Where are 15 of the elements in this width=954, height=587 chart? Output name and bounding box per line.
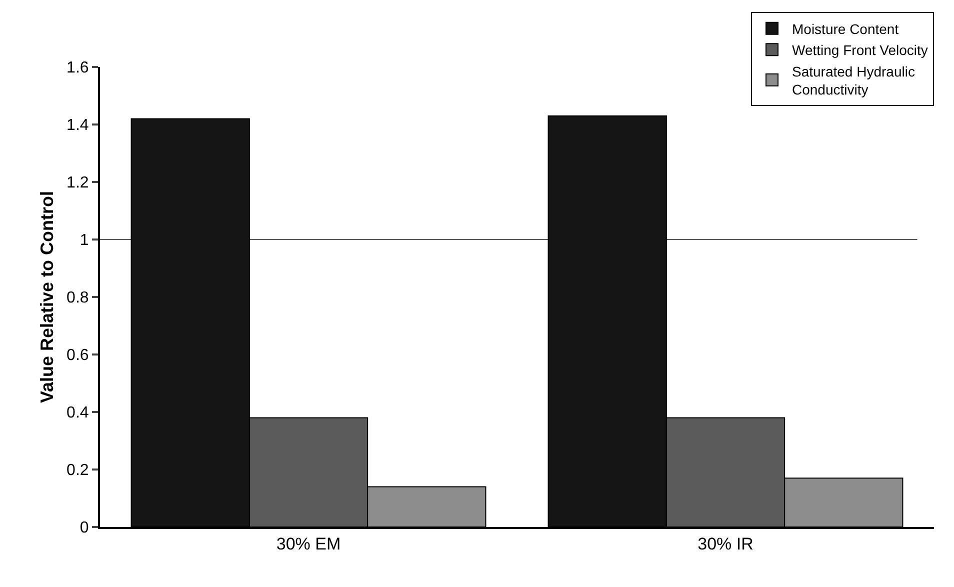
y-tick-label: 0.2 [66, 462, 89, 480]
legend-label: Moisture Content [792, 20, 899, 37]
y-axis-title: Value Relative to Control [37, 190, 57, 404]
x-tick-label: 30% EM [276, 534, 341, 554]
y-tick-label: 0.8 [66, 290, 89, 307]
y-tick-label: 1 [80, 232, 89, 250]
y-tick-label: 0.4 [66, 404, 89, 422]
y-tick-label: 1.2 [66, 174, 89, 192]
y-tick-label: 1.4 [66, 117, 89, 134]
y-tick-label: 1.6 [66, 60, 89, 77]
y-tick-label: 0 [80, 520, 89, 537]
legend-label: Wetting Front Velocity [792, 42, 928, 58]
y-tick-label: 0.6 [66, 347, 89, 364]
legend-label: Saturated Hydraulic Conductivity [792, 63, 915, 98]
x-tick-label: 30% IR [698, 534, 754, 554]
